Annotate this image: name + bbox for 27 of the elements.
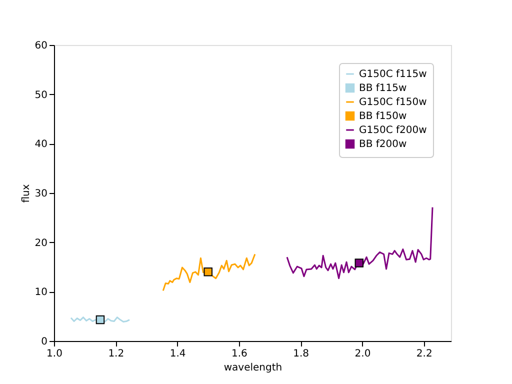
y-tick-label: 50: [34, 90, 48, 101]
y-tick-label: 0: [41, 336, 48, 348]
x-tick-label: 2.0: [354, 348, 371, 360]
point: [96, 315, 105, 324]
legend-label: BB f200w: [359, 139, 407, 150]
legend-label: G150C f200w: [359, 125, 427, 136]
y-tick-label: 30: [34, 188, 48, 200]
x-tick-label: 1.2: [108, 348, 124, 360]
point: [354, 258, 364, 268]
y-tick-label: 20: [34, 238, 48, 249]
x-tick-label: 2.2: [416, 348, 432, 360]
line-series: [286, 206, 434, 280]
x-tick-label: 1.4: [170, 348, 186, 360]
point: [204, 268, 212, 276]
y-tick-label: 40: [34, 139, 48, 150]
legend-label: G150C f150w: [359, 97, 427, 108]
y-tick-label: 60: [34, 40, 48, 52]
line-series: [162, 253, 256, 292]
x-tick-label: 1.6: [231, 348, 248, 360]
legend-label: BB f150w: [359, 111, 407, 122]
y-tick-label: 10: [34, 287, 48, 298]
x-tick-label: 1.8: [293, 348, 310, 360]
legend-label: BB f115w: [359, 83, 407, 94]
y-axis-title: flux: [20, 184, 32, 203]
legend-label: G150C f115w: [359, 69, 427, 80]
x-axis-title: wavelength: [224, 362, 282, 374]
x-tick-label: 1.0: [46, 348, 62, 360]
